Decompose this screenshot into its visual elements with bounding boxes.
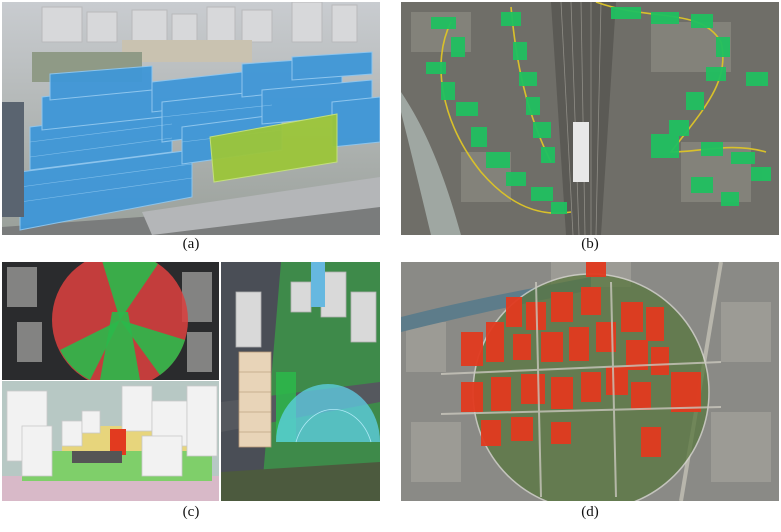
caption-c: (c) <box>182 504 200 520</box>
panel-a-image <box>2 2 380 235</box>
panel-b-image <box>401 2 779 235</box>
caption-a: (a) <box>182 236 200 252</box>
panel-c-dome-view <box>221 262 380 501</box>
panel-c-sector-view <box>2 262 219 380</box>
panel-d-image <box>401 262 779 501</box>
panel-c-massing-view <box>2 381 219 501</box>
caption-d: (d) <box>581 504 599 520</box>
caption-b: (b) <box>581 236 599 252</box>
